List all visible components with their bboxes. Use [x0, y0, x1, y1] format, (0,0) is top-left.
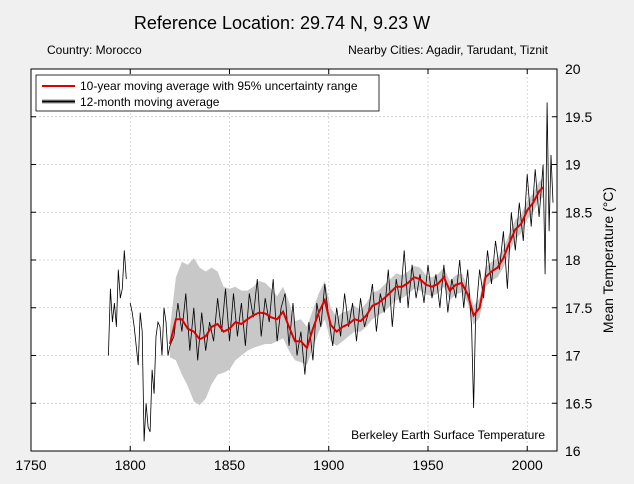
nearby-cities-label: Nearby Cities: Agadir, Tarudant, Tiznit — [348, 43, 549, 57]
y-tick-label: 19.5 — [565, 109, 592, 125]
y-tick-label: 17 — [565, 348, 581, 364]
plot-area — [31, 69, 557, 451]
x-tick-label: 2000 — [512, 457, 543, 473]
y-tick-label: 16 — [565, 443, 581, 459]
x-tick-label: 1750 — [15, 457, 46, 473]
country-label: Country: Morocco — [47, 43, 142, 57]
x-tick-label: 1950 — [412, 457, 443, 473]
uncertainty-band — [169, 177, 544, 406]
x-tick-label: 1850 — [214, 457, 245, 473]
y-tick-label: 17.5 — [565, 300, 592, 316]
legend: 10-year moving average with 95% uncertai… — [35, 74, 380, 112]
chart-title: Reference Location: 29.74 N, 9.23 W — [134, 13, 430, 33]
axis-ticks: 1750 1800 1850 1900 1950 2000 16 16.5 17 17.5 18 18… — [15, 61, 592, 473]
series-line-10-year — [168, 186, 544, 350]
source-annotation: Berkeley Earth Surface Temperature — [351, 428, 545, 442]
y-tick-label: 18.5 — [565, 204, 592, 220]
y-tick-label: 19 — [565, 157, 581, 173]
legend-label-10-year: 10-year moving average with 95% uncertai… — [80, 79, 358, 93]
legend-label-12-month: 12-month moving average — [80, 95, 220, 109]
x-tick-label: 1800 — [115, 457, 146, 473]
y-axis-label: Mean Temperature (°C) — [600, 187, 616, 333]
y-tick-label: 18 — [565, 252, 581, 268]
x-tick-label: 1900 — [313, 457, 344, 473]
y-tick-label: 16.5 — [565, 395, 592, 411]
y-tick-label: 20 — [565, 61, 581, 77]
